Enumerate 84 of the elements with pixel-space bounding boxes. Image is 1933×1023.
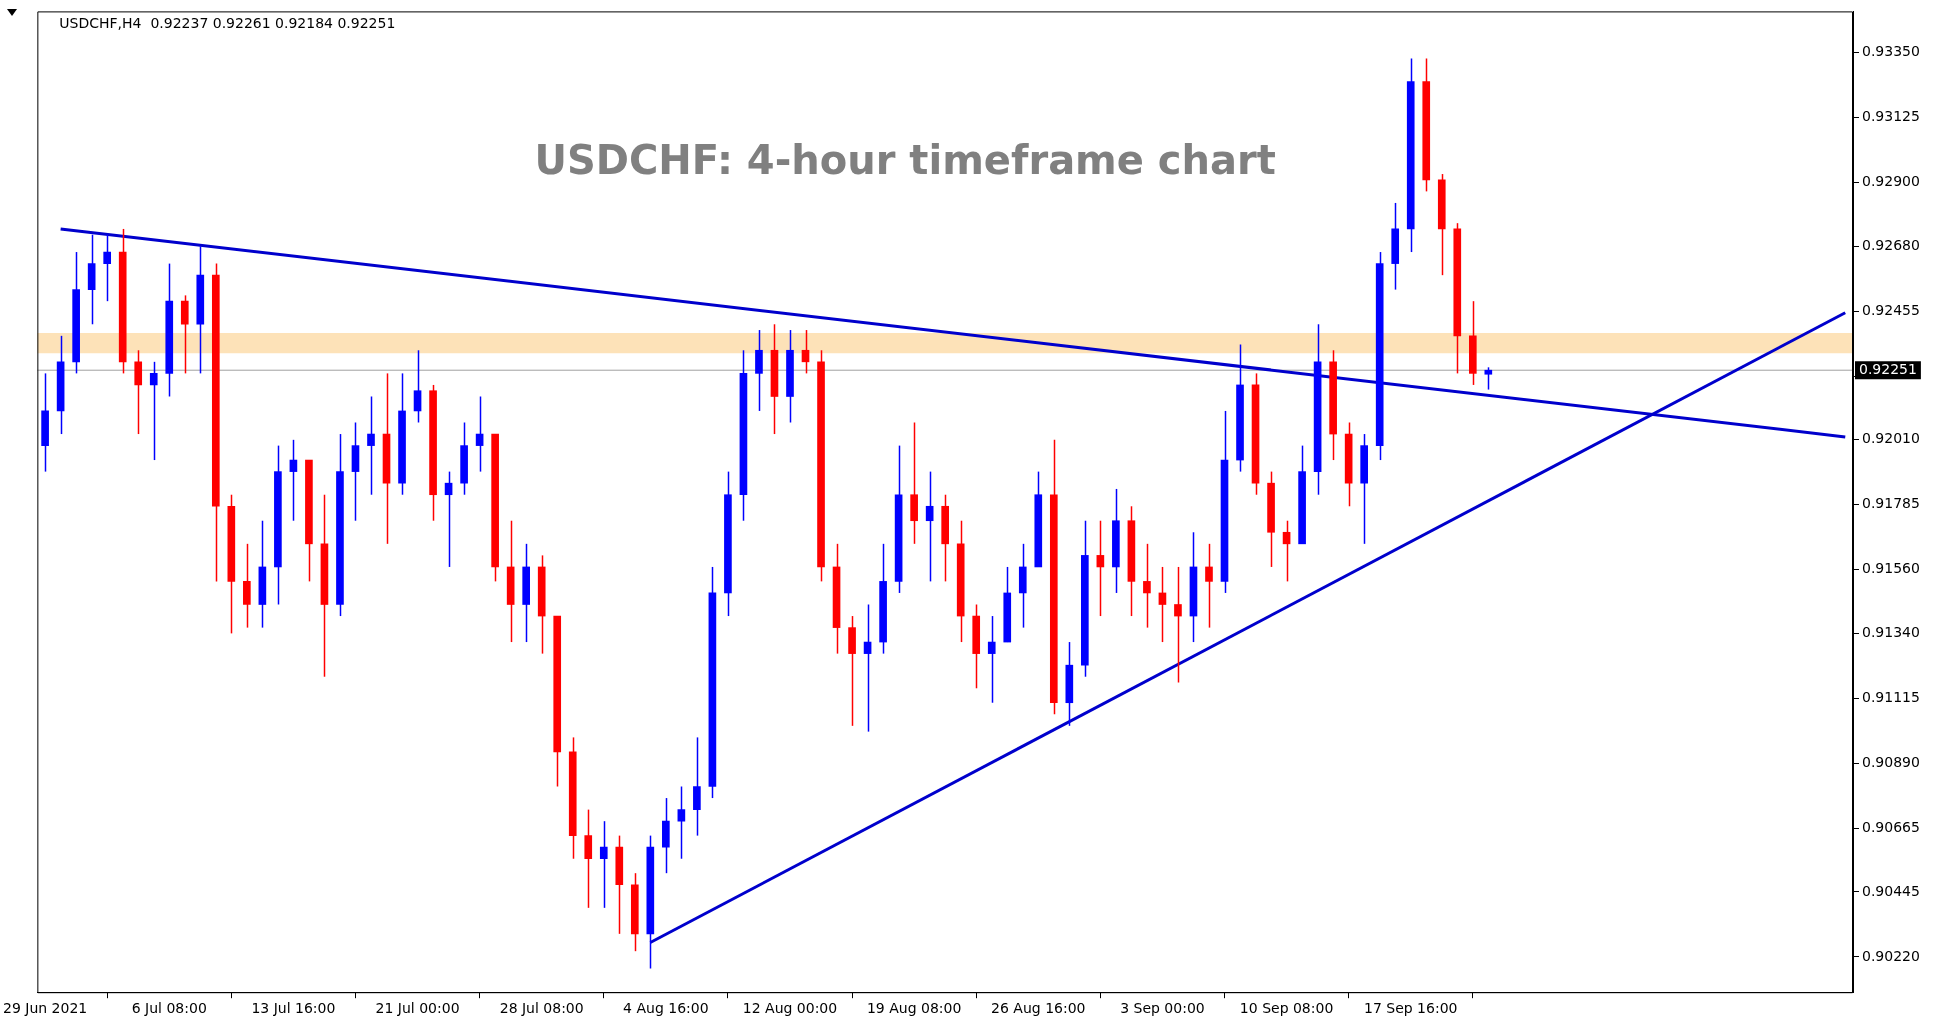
candlestick: [786, 329, 794, 424]
candlestick: [1422, 57, 1431, 193]
candlestick: [305, 459, 313, 583]
candlestick: [72, 251, 80, 375]
y-tick-label: 0.91560: [1862, 560, 1920, 577]
candlestick: [1081, 519, 1089, 678]
candlestick: [491, 433, 499, 583]
candlestick: [662, 797, 670, 874]
y-tick-label: 0.92010: [1862, 430, 1920, 447]
x-tick-label: 17 Sep 16:00: [1364, 1000, 1458, 1017]
candlestick: [630, 872, 639, 952]
candlestick: [196, 245, 205, 375]
candlestick: [879, 543, 887, 655]
x-tick-label: 13 Jul 16:00: [251, 1000, 336, 1017]
candlestick: [1205, 543, 1213, 629]
candlestick: [429, 384, 437, 522]
candlestick: [615, 834, 624, 935]
candlestick: [336, 433, 344, 617]
candlestick: [243, 543, 251, 629]
candlestick: [646, 834, 655, 970]
annotation: USDCHF,H4 0.92237 0.92261 0.92184 0.92251: [59, 15, 396, 32]
y-tick-label: 0.93350: [1862, 43, 1920, 60]
y-tick-label: 0.91340: [1862, 624, 1920, 641]
x-tick-label: 29 Jun 2021: [3, 1000, 88, 1017]
candlestick: [165, 262, 174, 398]
candlestick: [522, 543, 531, 643]
y-tick-label: 0.90220: [1862, 947, 1920, 964]
candlestick: [1437, 173, 1446, 276]
candlestick: [1375, 251, 1384, 461]
candlestick: [568, 736, 577, 860]
candlestick: [211, 262, 220, 583]
candlestick: [584, 808, 593, 909]
candlestick: [1236, 343, 1244, 473]
x-tick-label: 26 Aug 16:00: [991, 1000, 1086, 1017]
text: USDCHF: 4-hour timeframe chart: [534, 136, 1276, 183]
x-tick-label: 6 Jul 08:00: [131, 1000, 207, 1017]
candlestick: [1391, 202, 1400, 291]
candlestick: [1298, 444, 1306, 545]
candlestick: [1360, 433, 1368, 545]
candlestick: [1003, 566, 1012, 643]
candlestick: [910, 421, 918, 545]
candlestick: [941, 493, 950, 583]
y-tick-label: 0.90665: [1862, 819, 1920, 836]
candlestick: [724, 470, 732, 617]
ref-line-label: 0.92251: [1859, 360, 1917, 377]
candlestick: [537, 554, 546, 655]
y-tick-label: 0.90445: [1862, 882, 1920, 899]
candlestick: [817, 349, 825, 583]
x-tick-label: 19 Aug 08:00: [866, 1000, 962, 1017]
candlestick: [1453, 222, 1462, 375]
candlestick: [848, 615, 856, 727]
candlestick: [956, 519, 965, 643]
x-tick-label: 12 Aug 00:00: [742, 1000, 838, 1017]
candlestick: [1065, 641, 1074, 727]
candlestick: [41, 372, 49, 473]
x-tick-label: 10 Sep 08:00: [1239, 1000, 1334, 1017]
candlestick: [1049, 439, 1058, 716]
candlestick: [972, 603, 981, 690]
y-tick-label: 0.91785: [1862, 495, 1920, 512]
candlestick: [1406, 57, 1415, 253]
candlestick: [1112, 488, 1120, 594]
candlestick: [118, 228, 127, 375]
y-tick-label: 0.92900: [1862, 173, 1920, 190]
x-tick-label: 4 Aug 16:00: [623, 1000, 709, 1017]
x-tick-label: 21 Jul 00:00: [375, 1000, 460, 1017]
candlestick: [693, 736, 701, 837]
candlestick: [460, 421, 468, 496]
candlestick: [1468, 300, 1477, 386]
candlestick: [1267, 470, 1275, 568]
candlestick: [553, 615, 562, 788]
candlestick: [1329, 349, 1337, 461]
y-tick-label: 0.93125: [1862, 108, 1920, 125]
candlestick: [398, 372, 406, 496]
candlestick: [1034, 470, 1043, 568]
candlestick: [180, 294, 189, 375]
y-tick-label: 0.90890: [1862, 754, 1920, 771]
y-tick-label: 0.92455: [1862, 301, 1920, 318]
y-tick-label: 0.91115: [1862, 689, 1920, 706]
x-tick-label: 28 Jul 08:00: [499, 1000, 584, 1017]
candlestick: [1484, 366, 1493, 391]
candlestick: [274, 444, 282, 606]
x-tick-label: 3 Sep 00:00: [1120, 1000, 1205, 1017]
y-tick-label: 0.92680: [1862, 236, 1920, 253]
candlestick: [755, 329, 763, 412]
